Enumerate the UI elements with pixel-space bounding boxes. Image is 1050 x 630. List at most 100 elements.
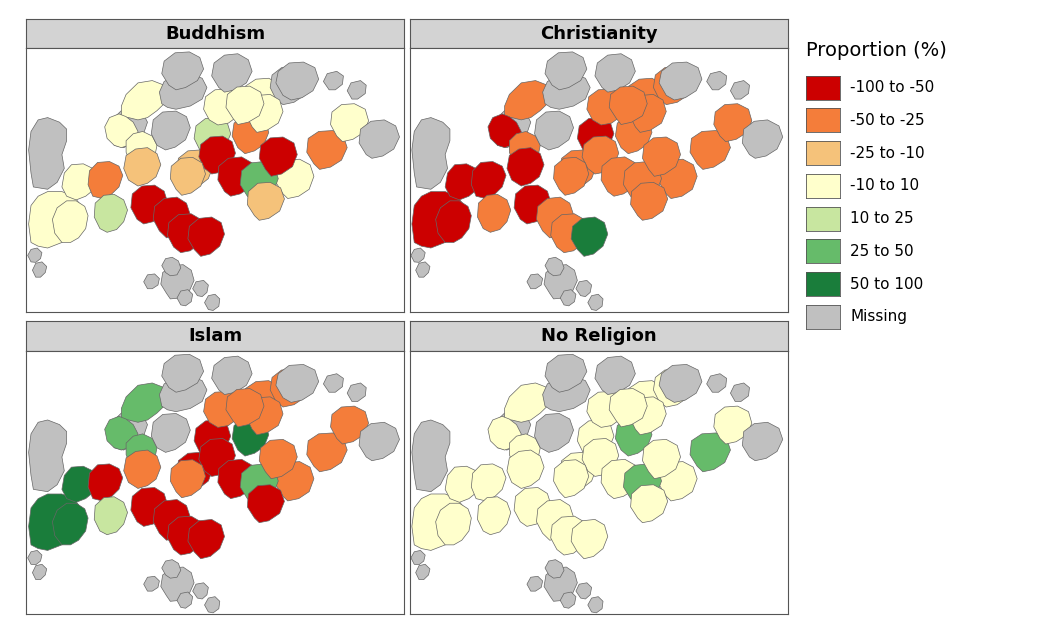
Polygon shape	[659, 365, 701, 403]
Polygon shape	[624, 464, 662, 503]
Polygon shape	[177, 150, 213, 187]
Polygon shape	[151, 111, 190, 150]
Polygon shape	[247, 94, 284, 132]
Polygon shape	[412, 192, 464, 248]
Polygon shape	[445, 164, 481, 200]
Polygon shape	[527, 576, 543, 591]
Polygon shape	[323, 71, 343, 90]
Polygon shape	[595, 54, 635, 92]
Polygon shape	[742, 120, 782, 158]
Polygon shape	[204, 89, 243, 125]
Polygon shape	[170, 158, 206, 195]
Polygon shape	[192, 583, 208, 599]
Polygon shape	[226, 86, 264, 125]
Polygon shape	[162, 52, 204, 90]
Polygon shape	[609, 86, 647, 125]
Polygon shape	[561, 290, 575, 306]
Polygon shape	[27, 551, 42, 564]
Polygon shape	[276, 462, 314, 501]
Polygon shape	[259, 439, 297, 479]
Polygon shape	[162, 559, 181, 578]
Polygon shape	[690, 433, 731, 472]
Polygon shape	[571, 217, 608, 256]
Polygon shape	[571, 519, 608, 559]
Polygon shape	[323, 374, 343, 392]
Polygon shape	[731, 383, 750, 401]
Polygon shape	[94, 497, 127, 535]
Polygon shape	[505, 383, 552, 422]
Polygon shape	[707, 374, 727, 392]
Polygon shape	[192, 280, 208, 297]
Polygon shape	[240, 161, 278, 201]
Polygon shape	[578, 420, 614, 457]
Text: Buddhism: Buddhism	[165, 25, 266, 43]
Polygon shape	[412, 420, 449, 491]
Polygon shape	[331, 406, 369, 444]
Polygon shape	[205, 597, 219, 613]
Polygon shape	[505, 81, 552, 120]
Polygon shape	[122, 81, 169, 120]
Polygon shape	[411, 551, 425, 564]
Polygon shape	[276, 62, 318, 100]
Polygon shape	[714, 406, 752, 444]
Polygon shape	[496, 411, 530, 450]
Polygon shape	[348, 81, 366, 99]
Polygon shape	[416, 262, 429, 277]
Polygon shape	[28, 494, 81, 551]
Polygon shape	[615, 115, 652, 154]
Polygon shape	[714, 104, 752, 142]
Polygon shape	[162, 354, 204, 392]
Polygon shape	[627, 78, 667, 117]
Text: No Religion: No Religion	[541, 327, 656, 345]
Polygon shape	[550, 516, 588, 555]
Polygon shape	[545, 559, 564, 578]
Polygon shape	[545, 257, 564, 276]
Polygon shape	[188, 519, 225, 559]
Text: Proportion (%): Proportion (%)	[806, 41, 947, 60]
Polygon shape	[561, 150, 596, 187]
Polygon shape	[534, 413, 573, 452]
Polygon shape	[742, 422, 782, 461]
Polygon shape	[131, 488, 167, 526]
Polygon shape	[198, 438, 235, 476]
Polygon shape	[248, 182, 285, 220]
Polygon shape	[534, 111, 573, 150]
Polygon shape	[52, 503, 88, 545]
Polygon shape	[244, 78, 284, 117]
Polygon shape	[653, 369, 692, 407]
Polygon shape	[509, 132, 541, 168]
Polygon shape	[217, 157, 256, 196]
Polygon shape	[244, 381, 284, 419]
Polygon shape	[331, 104, 369, 142]
Text: -50 to -25: -50 to -25	[850, 113, 925, 128]
Polygon shape	[544, 265, 578, 299]
Polygon shape	[167, 214, 205, 253]
Polygon shape	[131, 185, 167, 224]
Polygon shape	[160, 376, 207, 411]
Polygon shape	[177, 592, 192, 608]
Polygon shape	[630, 94, 667, 132]
Polygon shape	[553, 158, 589, 195]
Polygon shape	[270, 67, 309, 105]
Polygon shape	[52, 201, 88, 243]
Polygon shape	[88, 464, 123, 501]
Polygon shape	[167, 516, 205, 555]
Polygon shape	[595, 356, 635, 394]
Polygon shape	[588, 597, 603, 613]
Polygon shape	[247, 397, 284, 435]
Polygon shape	[177, 452, 213, 490]
Polygon shape	[731, 81, 750, 99]
Polygon shape	[514, 185, 550, 224]
Polygon shape	[212, 54, 252, 92]
Polygon shape	[62, 164, 98, 200]
Polygon shape	[348, 383, 366, 401]
Polygon shape	[609, 389, 647, 427]
Polygon shape	[359, 120, 399, 158]
Polygon shape	[412, 118, 449, 189]
Polygon shape	[412, 494, 464, 551]
Polygon shape	[124, 450, 161, 488]
Polygon shape	[170, 460, 206, 498]
Polygon shape	[488, 114, 521, 147]
Polygon shape	[630, 397, 667, 435]
Polygon shape	[359, 422, 399, 461]
